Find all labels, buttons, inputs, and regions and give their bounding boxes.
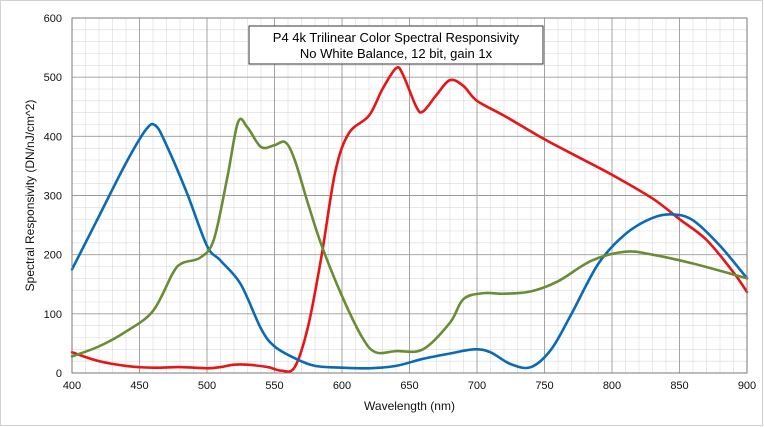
- x-tick-label: 750: [535, 380, 553, 392]
- x-tick-label: 500: [198, 380, 216, 392]
- x-tick-label: 900: [738, 380, 756, 392]
- major-grid: [71, 17, 748, 374]
- blue-channel-curve: [70, 122, 749, 370]
- y-tick-labels: 0 100 200 300 400 500 600: [44, 13, 62, 380]
- x-tick-labels: 400 450 500 550 600 650 700 750 800 850 900: [63, 380, 756, 392]
- x-tick-label: 450: [130, 380, 148, 392]
- y-axis-title: Spectral Responsivity (DN/nJ/cm^2): [23, 100, 37, 292]
- x-tick-label: 800: [603, 380, 621, 392]
- x-axis-title: Wavelength (nm): [364, 399, 455, 413]
- red-channel-curve: [70, 65, 749, 373]
- plot-area-border: [71, 17, 748, 374]
- series-layer: [70, 65, 749, 373]
- x-tick-label: 550: [265, 380, 283, 392]
- chart-subtitle: No White Balance, 12 bit, gain 1x: [300, 46, 493, 61]
- green-channel-curve: [70, 117, 749, 358]
- x-tick-label: 600: [333, 380, 351, 392]
- title-box: P4 4k Trilinear Color Spectral Responsiv…: [248, 25, 544, 65]
- x-tick-label: 700: [468, 380, 486, 392]
- y-tick-label: 500: [44, 72, 62, 84]
- y-tick-label: 400: [44, 131, 62, 143]
- x-tick-label: 850: [670, 380, 688, 392]
- y-tick-label: 300: [44, 191, 62, 203]
- x-tick-label: 650: [400, 380, 418, 392]
- x-tick-label: 400: [63, 380, 81, 392]
- y-tick-label: 100: [44, 309, 62, 321]
- y-tick-label: 200: [44, 250, 62, 262]
- chart-title: P4 4k Trilinear Color Spectral Responsiv…: [273, 30, 520, 45]
- y-tick-label: 0: [56, 368, 62, 380]
- y-tick-label: 600: [44, 13, 62, 25]
